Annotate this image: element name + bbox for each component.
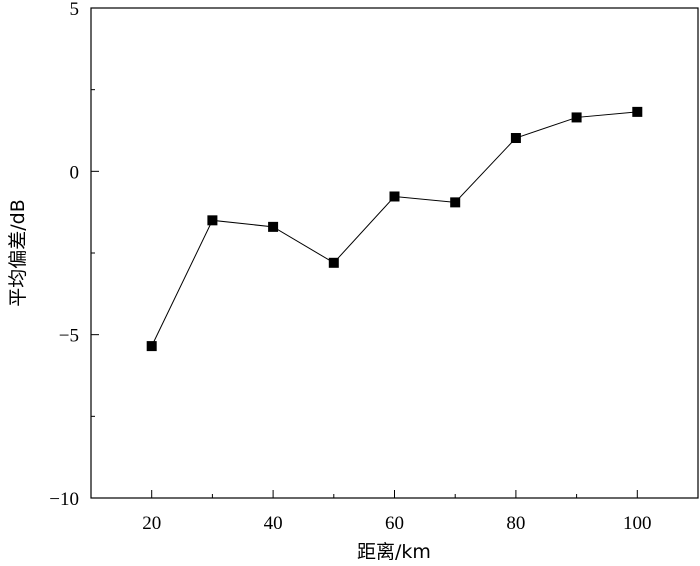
y-axis-label: 平均偏差/dB [7, 199, 29, 307]
data-point-marker [571, 112, 582, 123]
data-point-marker [146, 341, 157, 352]
data-point-marker [510, 133, 521, 144]
x-axis-label: 距离/km [357, 541, 431, 563]
x-tick-label: 40 [264, 513, 283, 534]
y-tick-label: 0 [70, 162, 80, 183]
data-point-marker [632, 106, 643, 117]
data-point-marker [268, 221, 279, 232]
series-line [151, 111, 638, 347]
plot-frame [90, 7, 699, 499]
x-tick-label: 60 [385, 513, 404, 534]
y-tick-label: −5 [59, 326, 79, 347]
x-tick-label: 80 [506, 513, 525, 534]
y-tick-label: −10 [49, 489, 79, 510]
y-tick-label: 5 [70, 0, 80, 20]
x-tick-label: 100 [623, 513, 652, 534]
data-point-marker [450, 197, 461, 208]
data-point-marker [389, 191, 400, 202]
data-point-marker [328, 257, 339, 268]
x-tick-label: 20 [142, 513, 161, 534]
data-point-marker [207, 215, 218, 226]
